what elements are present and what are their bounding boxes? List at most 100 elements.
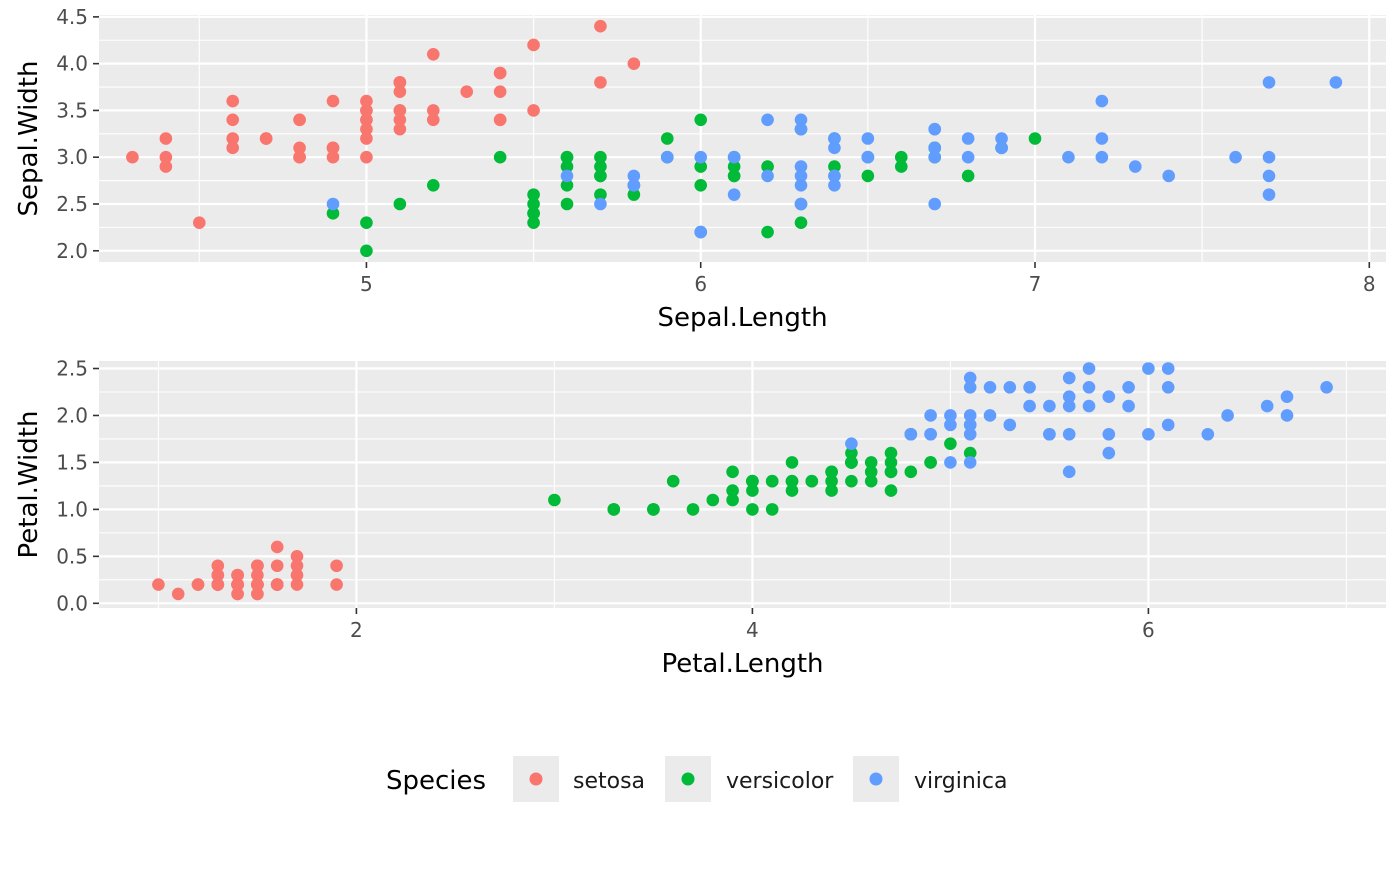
point-versicolor <box>761 160 774 173</box>
point-setosa <box>290 550 304 563</box>
point-versicolor <box>963 446 977 460</box>
point-virginica <box>794 122 808 136</box>
point-versicolor <box>360 244 373 258</box>
petal-y-tick-label: 0.5 <box>56 544 88 568</box>
point-virginica <box>627 178 641 192</box>
point-versicolor <box>825 474 838 488</box>
legend-dot-virginica <box>869 772 883 786</box>
point-setosa <box>192 216 206 230</box>
point-virginica <box>1201 427 1215 441</box>
point-setosa <box>293 113 306 127</box>
petal-panel: 2 4 6 0.0 0.5 1.0 1.5 2.0 2.5 Petal.Length Petal.W… <box>14 357 1386 679</box>
point-versicolor <box>727 169 741 183</box>
point-setosa <box>270 578 284 591</box>
point-virginica <box>983 409 997 422</box>
point-versicolor <box>884 446 898 460</box>
point-virginica <box>594 197 607 211</box>
sepal-x-tick-label: 6 <box>694 272 707 296</box>
point-versicolor <box>845 474 858 488</box>
point-virginica <box>904 427 918 441</box>
point-virginica <box>727 150 741 164</box>
point-virginica <box>828 178 841 192</box>
point-virginica <box>963 380 977 394</box>
point-setosa <box>293 141 306 155</box>
legend-label-setosa: setosa <box>573 769 645 794</box>
point-virginica <box>1320 380 1333 394</box>
sepal-x-tick-label: 5 <box>360 272 373 296</box>
point-versicolor <box>694 113 708 127</box>
petal-y-tick-label: 2.5 <box>56 357 88 381</box>
point-setosa <box>326 94 340 108</box>
point-setosa <box>493 113 507 127</box>
point-virginica <box>928 150 942 164</box>
point-virginica <box>924 409 937 422</box>
point-setosa <box>527 104 540 117</box>
sepal-panel-background <box>99 15 1386 262</box>
point-virginica <box>1102 446 1116 460</box>
point-versicolor <box>686 503 700 516</box>
point-versicolor <box>924 456 937 469</box>
point-virginica <box>1062 427 1076 441</box>
point-setosa <box>211 559 225 573</box>
point-virginica <box>861 132 875 145</box>
point-virginica <box>794 169 808 183</box>
point-setosa <box>393 76 407 89</box>
point-versicolor <box>726 493 739 507</box>
point-versicolor <box>765 503 779 516</box>
petal-y-axis-label: Petal.Width <box>14 411 44 559</box>
point-virginica <box>1082 380 1096 394</box>
point-versicolor <box>694 160 708 173</box>
point-setosa <box>270 559 284 573</box>
point-setosa <box>627 57 641 70</box>
legend-label-versicolor: versicolor <box>726 769 834 794</box>
point-setosa <box>393 104 407 117</box>
petal-y-tick-label: 1.5 <box>56 450 88 474</box>
point-virginica <box>983 380 997 394</box>
point-virginica <box>1262 169 1276 183</box>
point-virginica <box>944 456 957 469</box>
point-setosa <box>360 122 373 136</box>
legend-title: Species <box>386 766 486 796</box>
point-virginica <box>928 197 942 211</box>
point-virginica <box>1122 380 1135 394</box>
point-virginica <box>1095 132 1109 145</box>
point-versicolor <box>560 160 574 173</box>
point-virginica <box>963 371 977 385</box>
legend-dot-setosa <box>529 772 543 786</box>
point-virginica <box>1161 380 1175 394</box>
point-setosa <box>594 76 607 89</box>
point-setosa <box>393 113 407 127</box>
point-setosa <box>171 587 185 601</box>
point-setosa <box>159 132 173 145</box>
point-virginica <box>1062 465 1076 479</box>
point-versicolor <box>527 197 540 211</box>
point-setosa <box>251 587 264 601</box>
point-versicolor <box>864 456 878 469</box>
point-virginica <box>1128 160 1142 173</box>
point-setosa <box>226 94 240 108</box>
point-virginica <box>761 169 774 183</box>
point-virginica <box>1062 371 1076 385</box>
petal-y-tick-label: 0.0 <box>56 591 88 615</box>
point-setosa <box>326 150 340 164</box>
point-versicolor <box>660 132 674 145</box>
point-virginica <box>727 188 741 201</box>
point-virginica <box>660 150 674 164</box>
point-setosa <box>360 94 373 108</box>
point-versicolor <box>785 474 799 488</box>
point-virginica <box>963 409 977 422</box>
sepal-y-tick-label: 2.5 <box>56 192 88 216</box>
petal-y-tick-label: 2.0 <box>56 403 88 427</box>
point-setosa <box>594 19 607 33</box>
point-setosa <box>226 113 240 127</box>
point-versicolor <box>726 484 739 497</box>
point-setosa <box>290 568 304 582</box>
petal-y-tick-label: 1.0 <box>56 497 88 521</box>
point-versicolor <box>493 150 507 164</box>
point-versicolor <box>828 160 841 173</box>
point-virginica <box>1280 409 1294 422</box>
point-setosa <box>211 578 225 591</box>
point-versicolor <box>560 197 574 211</box>
point-setosa <box>159 160 173 173</box>
